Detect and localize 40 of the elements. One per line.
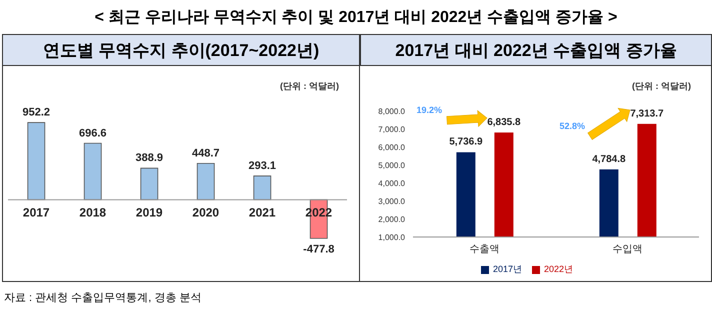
data-label: 6,835.8: [487, 116, 522, 128]
y-tick-label: 2,000.0: [378, 214, 406, 224]
x-tick-label: 2019: [136, 206, 163, 220]
bar: [196, 162, 215, 200]
chart-title: 2017년 대비 2022년 수출입액 증가율: [360, 34, 712, 66]
text: < 최근 우리나라 무역수지 추이 및 2017년 대비 2022년 수출입액 증가율 >: [94, 8, 618, 28]
data-label: 696.6: [79, 127, 107, 140]
x-tick-label: 수입액: [612, 244, 642, 256]
y-tick-label: 8,000.0: [378, 106, 406, 116]
x-tick-label: 2020: [192, 206, 220, 220]
bar: [84, 142, 102, 200]
text: 자료 : 관세청 수출입무역통계, 경총 분석: [4, 291, 202, 305]
x-tick-label: 2017: [22, 206, 50, 220]
annotation: 19.2%: [416, 104, 442, 115]
x-tick-label: 2018: [79, 206, 106, 220]
data-label: -477.8: [303, 243, 334, 256]
bar: [253, 176, 272, 200]
text: (단위 : 억달러): [280, 80, 339, 93]
text: (단위 : 억달러): [632, 80, 691, 93]
data-label: 448.7: [192, 147, 220, 160]
bar: [140, 168, 158, 200]
data-label: 293.1: [248, 160, 276, 172]
legend-label: 2017년: [492, 264, 522, 274]
data-label: 7,313.7: [630, 108, 664, 120]
data-label: 4,784.8: [592, 154, 626, 165]
x-tick-label: 2021: [248, 206, 276, 220]
x-tick-label: 수출액: [470, 244, 500, 256]
legend-label: 2022년: [544, 264, 574, 274]
y-tick-label: 7,000.0: [378, 124, 406, 134]
data-label: 5,736.9: [449, 136, 484, 148]
data-label: 388.9: [136, 152, 164, 164]
chart-title: 연도별 무역수지 추이(2017~2022년): [2, 34, 360, 66]
bar: [27, 122, 46, 200]
y-tick-label: 6,000.0: [378, 142, 406, 152]
y-tick-label: 1,000.0: [378, 232, 406, 242]
data-label: 952.2: [22, 106, 50, 119]
y-tick-label: 4,000.0: [378, 178, 406, 188]
y-tick-label: 5,000.0: [378, 160, 406, 170]
annotation: 52.8%: [560, 120, 586, 131]
y-tick-label: 3,000.0: [378, 196, 406, 206]
